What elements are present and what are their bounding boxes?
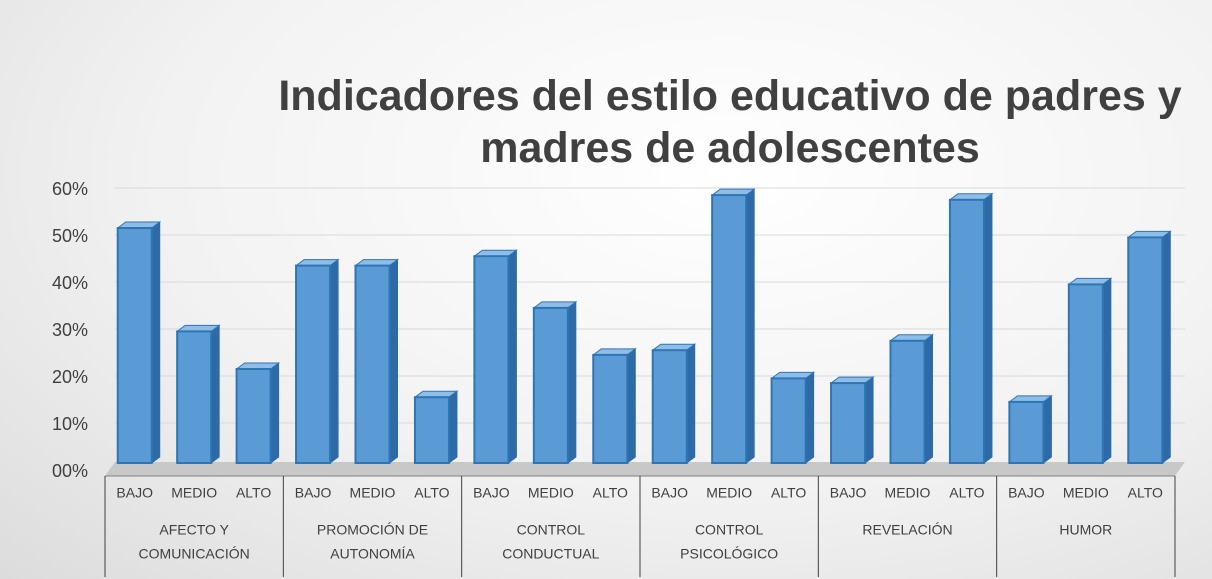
- x-tick-label: BAJO: [473, 485, 510, 501]
- bar: [473, 255, 510, 465]
- group-label: COMUNICACIÓN: [139, 546, 250, 562]
- group-label: HUMOR: [1059, 522, 1112, 538]
- bar: [413, 396, 450, 465]
- bar: [592, 353, 629, 464]
- group-label: CONTROL: [517, 522, 586, 538]
- bar-side: [448, 390, 458, 464]
- bar-side: [389, 258, 398, 464]
- bar: [651, 349, 688, 465]
- bar-side: [270, 362, 280, 464]
- bar-side: [805, 371, 815, 464]
- bar-side: [924, 333, 933, 464]
- y-tick-label: 60%: [52, 179, 88, 199]
- group-label: CONTROL: [695, 522, 764, 538]
- group-label: REVELACIÓN: [862, 522, 952, 538]
- bar-side: [151, 221, 161, 464]
- y-tick-label: 00%: [52, 461, 88, 481]
- y-tick-label: 30%: [52, 320, 88, 340]
- group-label: AUTONOMÍA: [330, 546, 415, 562]
- x-tick-label: ALTO: [593, 485, 628, 501]
- x-tick-label: ALTO: [414, 485, 449, 501]
- bar-side: [745, 188, 755, 464]
- bar: [235, 368, 272, 464]
- x-tick-label: ALTO: [771, 485, 806, 501]
- x-tick-label: BAJO: [295, 485, 332, 501]
- bar: [711, 194, 748, 464]
- bar: [532, 306, 569, 464]
- bar: [295, 264, 332, 464]
- x-tick-label: BAJO: [1008, 485, 1045, 501]
- x-tick-label: ALTO: [1128, 485, 1163, 501]
- floor: [105, 462, 1185, 476]
- bar-side: [567, 300, 577, 464]
- x-tick-label: ALTO: [949, 485, 984, 501]
- bar: [1127, 236, 1164, 464]
- bar: [116, 227, 153, 464]
- group-label: CONDUCTUAL: [502, 546, 599, 562]
- bar-side: [210, 324, 220, 464]
- y-tick-label: 40%: [52, 273, 88, 293]
- chart-title: Indicadores del estilo educativo de padr…: [278, 72, 1182, 172]
- group-label: AFECTO Y: [159, 522, 229, 538]
- bar-side: [1102, 277, 1112, 464]
- x-tick-label: MEDIO: [885, 485, 931, 501]
- x-tick-label: MEDIO: [1063, 485, 1109, 501]
- bar-side: [507, 249, 517, 464]
- bar-side: [983, 192, 993, 464]
- bar-side: [626, 347, 636, 464]
- bar: [889, 339, 926, 464]
- bar-side: [329, 258, 339, 464]
- bar: [1067, 283, 1104, 464]
- y-tick-label: 10%: [52, 414, 88, 434]
- bar: [1008, 400, 1045, 464]
- x-tick-label: MEDIO: [350, 485, 396, 501]
- bar-side: [864, 376, 874, 464]
- x-tick-label: ALTO: [236, 485, 271, 501]
- bar: [948, 198, 985, 465]
- y-tick-label: 50%: [52, 226, 88, 246]
- x-tick-label: MEDIO: [171, 485, 217, 501]
- bar: [770, 377, 807, 464]
- group-label: PSICOLÓGICO: [680, 546, 778, 562]
- bar: [354, 264, 391, 464]
- x-tick-label: BAJO: [830, 485, 867, 501]
- bar: [830, 382, 867, 465]
- bar: [176, 330, 213, 464]
- bar-side: [1042, 394, 1052, 464]
- bar-side: [686, 343, 696, 464]
- bar-side: [1161, 230, 1171, 464]
- x-tick-label: BAJO: [116, 485, 153, 501]
- x-tick-label: MEDIO: [706, 485, 752, 501]
- x-tick-label: BAJO: [651, 485, 688, 501]
- y-tick-label: 20%: [52, 367, 88, 387]
- group-label: PROMOCIÓN DE: [317, 522, 428, 538]
- x-tick-label: MEDIO: [528, 485, 574, 501]
